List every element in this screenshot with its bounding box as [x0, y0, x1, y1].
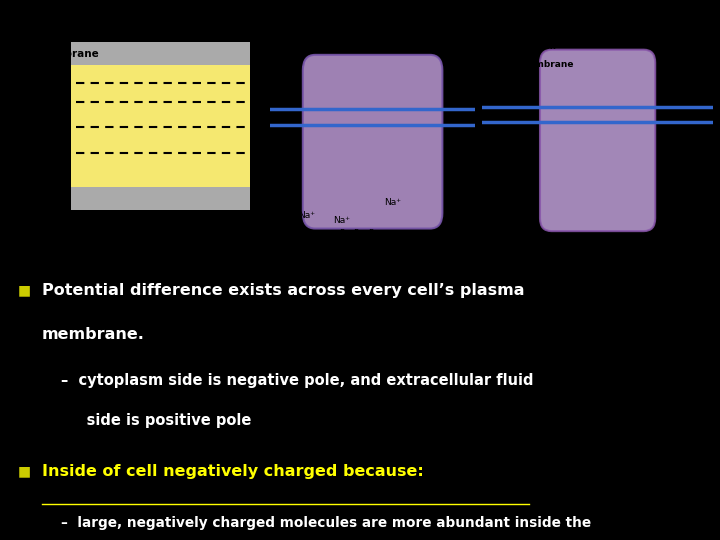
Text: Na⁺: Na⁺ — [384, 198, 402, 207]
Text: +: + — [142, 24, 153, 38]
Text: Cytoplasm: Cytoplasm — [10, 114, 71, 125]
Text: side is positive pole: side is positive pole — [61, 413, 251, 428]
Text: Na⁺: Na⁺ — [333, 217, 351, 225]
Text: A: A — [385, 246, 393, 256]
Text: +: + — [101, 24, 112, 38]
Text: +: + — [128, 224, 140, 238]
Text: +: + — [197, 224, 209, 238]
Text: +: + — [225, 24, 236, 38]
Text: +: + — [170, 224, 181, 238]
Text: +: + — [101, 224, 112, 238]
Text: +: + — [86, 224, 99, 238]
Text: Inside of cell negatively charged because:: Inside of cell negatively charged becaus… — [42, 464, 423, 480]
Text: –  cytoplasm side is negative pole, and extracellular fluid: – cytoplasm side is negative pole, and e… — [61, 373, 534, 388]
Text: +: + — [170, 24, 181, 38]
FancyBboxPatch shape — [303, 55, 442, 228]
Text: Na⁺: Na⁺ — [677, 48, 693, 57]
Text: +: + — [238, 224, 251, 238]
Text: membrane: membrane — [520, 60, 574, 69]
FancyBboxPatch shape — [540, 50, 655, 231]
Text: +: + — [86, 24, 99, 38]
Text: Receptor: Receptor — [493, 224, 527, 233]
Text: K⁺: K⁺ — [666, 224, 677, 233]
Text: protein: protein — [496, 240, 523, 249]
Text: +: + — [184, 24, 195, 38]
Text: +: + — [211, 224, 222, 238]
Text: P: P — [368, 230, 373, 238]
Text: +: + — [238, 24, 251, 38]
Text: Cell: Cell — [537, 42, 557, 51]
Text: pump: pump — [357, 37, 388, 47]
Text: Na⁺: Na⁺ — [677, 242, 693, 251]
Text: ATP: ATP — [331, 246, 352, 256]
Text: +: + — [73, 224, 84, 238]
Bar — [71, 42, 250, 65]
Text: Cell membrane: Cell membrane — [10, 49, 99, 58]
Text: ■: ■ — [18, 464, 31, 478]
Text: Na⁺: Na⁺ — [298, 211, 315, 220]
Text: +: + — [211, 24, 222, 38]
Text: +: + — [142, 224, 153, 238]
Text: Sodium-potassium: Sodium-potassium — [322, 18, 423, 29]
Text: membrane.: membrane. — [42, 327, 145, 342]
Text: +: + — [197, 24, 209, 38]
Text: Acetylcholine: Acetylcholine — [591, 18, 660, 28]
Bar — [71, 65, 250, 187]
Text: P: P — [339, 230, 344, 238]
Text: K⁺: K⁺ — [666, 24, 677, 33]
Text: +: + — [184, 224, 195, 238]
Text: P: P — [354, 230, 359, 238]
Text: +: + — [156, 24, 167, 38]
Bar — [71, 187, 250, 211]
Text: +: + — [73, 24, 84, 38]
Text: +: + — [128, 24, 140, 38]
Text: +: + — [156, 224, 167, 238]
Text: ■: ■ — [18, 284, 31, 298]
Text: –  large, negatively charged molecules are more abundant inside the: – large, negatively charged molecules ar… — [61, 516, 591, 530]
Text: Potential difference exists across every cell’s plasma: Potential difference exists across every… — [42, 284, 524, 299]
Text: +: + — [114, 224, 126, 238]
Text: +: + — [225, 224, 236, 238]
Text: +: + — [114, 24, 126, 38]
